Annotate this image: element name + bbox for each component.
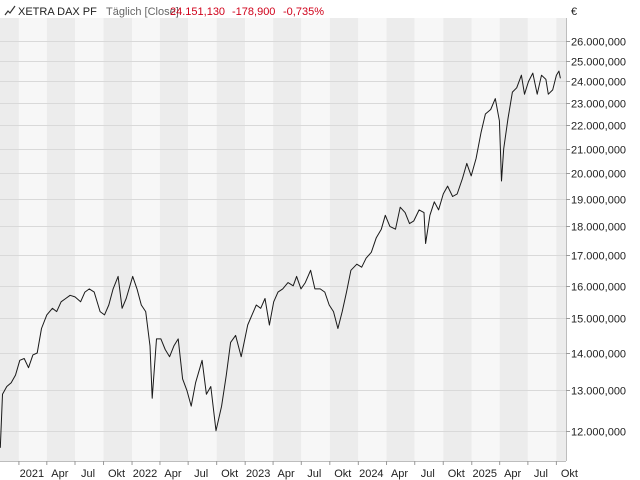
- quarter-band: [75, 18, 104, 461]
- y-tick-label: 18.000,000: [571, 222, 626, 234]
- quarter-band: [132, 18, 160, 461]
- x-tick-label: 2022: [133, 468, 157, 480]
- quarter-bands: [0, 18, 566, 461]
- y-tick-label: 16.000,000: [571, 282, 626, 294]
- y-tick-label: 22.000,000: [571, 121, 626, 133]
- quarter-band: [216, 18, 246, 461]
- y-tick-label: 19.000,000: [571, 195, 626, 207]
- quarter-band: [273, 18, 302, 461]
- quarter-band: [159, 18, 189, 461]
- quarter-band: [527, 18, 557, 461]
- y-tick-label: 12.000,000: [571, 427, 626, 439]
- quarter-band: [443, 18, 472, 461]
- x-axis-ticks: 2021 Apr Jul Okt 2022 Apr Jul Okt 2023 Apr Jul Okt 2…: [18, 461, 578, 480]
- x-tick-label: 2021: [20, 468, 44, 480]
- y-tick-label: 23.000,000: [571, 99, 626, 111]
- x-tick-label: Okt: [221, 468, 238, 480]
- x-tick-label: Okt: [334, 468, 351, 480]
- y-tick-label: 13.000,000: [571, 386, 626, 398]
- y-tick-label: 15.000,000: [571, 314, 626, 326]
- instrument-name: XETRA DAX PF: [18, 6, 97, 18]
- quarter-band: [188, 18, 217, 461]
- y-tick-label: 24.000,000: [571, 77, 626, 89]
- quarter-band: [414, 18, 444, 461]
- x-tick-label: Okt: [561, 468, 578, 480]
- x-tick-label: Okt: [448, 468, 465, 480]
- x-tick-label: Jul: [81, 468, 95, 480]
- quarter-band: [0, 18, 19, 461]
- x-tick-label: Jul: [307, 468, 321, 480]
- quarter-band: [103, 18, 133, 461]
- y-tick-label: 21.000,000: [571, 145, 626, 157]
- x-tick-label: Apr: [391, 468, 408, 480]
- y-tick-label: 20.000,000: [571, 169, 626, 181]
- quarter-band: [556, 18, 566, 461]
- x-tick-label: 2023: [246, 468, 270, 480]
- quarter-band: [386, 18, 415, 461]
- chart-header: XETRA DAX PF Täglich [Close] 24.151,130 …: [4, 5, 324, 18]
- quarter-band: [329, 18, 359, 461]
- x-tick-label: Apr: [51, 468, 68, 480]
- quarter-band: [301, 18, 330, 461]
- line-chart-icon: [4, 5, 16, 16]
- x-tick-label: Apr: [164, 468, 181, 480]
- price-change: -178,900: [232, 6, 275, 18]
- price-change-pct: -0,735%: [283, 6, 324, 18]
- x-tick-label: Apr: [504, 468, 521, 480]
- quarter-band: [471, 18, 500, 461]
- horizontal-gridlines: [0, 41, 566, 432]
- last-price: 24.151,130: [170, 6, 225, 18]
- x-tick-label: Jul: [534, 468, 548, 480]
- series-line-dax[interactable]: [0, 70, 561, 448]
- y-axis-ticks: 12.000,000 13.000,000 14.000,000 15.000,000…: [566, 37, 626, 439]
- y-tick-label: 25.000,000: [571, 57, 626, 69]
- x-tick-label: 2025: [473, 468, 497, 480]
- x-tick-label: Jul: [421, 468, 435, 480]
- x-tick-label: Okt: [108, 468, 125, 480]
- quarter-band: [245, 18, 274, 461]
- quarter-band: [46, 18, 76, 461]
- y-tick-label: 14.000,000: [571, 349, 626, 361]
- x-tick-label: Jul: [194, 468, 208, 480]
- x-tick-label: Apr: [278, 468, 295, 480]
- currency-label: €: [571, 6, 577, 18]
- quarter-band: [499, 18, 528, 461]
- interval-label: Täglich [Close]: [106, 6, 179, 18]
- y-tick-label: 17.000,000: [571, 251, 626, 263]
- quarter-band: [18, 18, 47, 461]
- quarter-band: [358, 18, 387, 461]
- x-tick-label: 2024: [359, 468, 383, 480]
- y-tick-label: 26.000,000: [571, 37, 626, 49]
